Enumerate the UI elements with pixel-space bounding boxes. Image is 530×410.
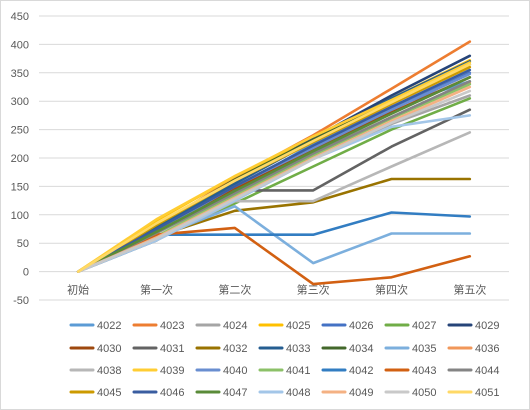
legend-label: 4034: [349, 343, 373, 355]
x-tick-label: 第四次: [375, 283, 408, 297]
x-axis: 初始 第一次 第二次 第三次 第四次 第五次: [67, 283, 486, 297]
legend-label: 4046: [160, 387, 184, 399]
y-tick-label: 50: [17, 238, 29, 250]
series-line-4047: [76, 76, 472, 273]
y-tick-label: -50: [13, 295, 29, 307]
legend-label: 4040: [223, 365, 247, 377]
legend-label: 4047: [223, 387, 247, 399]
x-tick-label: 初始: [67, 283, 89, 297]
legend-label: 4049: [349, 387, 373, 399]
legend-label: 4026: [349, 320, 373, 332]
legend-label: 4023: [160, 320, 184, 332]
series-line-4039: [76, 61, 472, 273]
y-tick-label: 300: [11, 96, 29, 108]
legend-label: 4035: [412, 343, 436, 355]
legend-label: 4027: [412, 320, 436, 332]
y-tick-label: 350: [11, 68, 29, 80]
y-tick-label: 200: [11, 153, 29, 165]
series-line-4051: [76, 62, 472, 273]
y-tick-label: 450: [11, 11, 29, 23]
series-line-4046: [76, 68, 472, 273]
legend-label: 4050: [412, 387, 436, 399]
legend-label: 4022: [97, 320, 121, 332]
legend-label: 4031: [160, 343, 184, 355]
legend-label: 4025: [286, 320, 310, 332]
y-tick-label: 250: [11, 125, 29, 137]
y-tick-label: 0: [23, 267, 29, 279]
legend-label: 4032: [223, 343, 247, 355]
x-tick-label: 第一次: [140, 283, 173, 297]
legend-label: 4038: [97, 365, 121, 377]
legend-label: 4039: [160, 365, 184, 377]
y-tick-label: 100: [11, 210, 29, 222]
series-line-4032: [76, 177, 472, 273]
legend-label: 4043: [412, 365, 436, 377]
legend-label: 4036: [475, 343, 499, 355]
legend-label: 4045: [97, 387, 121, 399]
y-tick-label: 150: [11, 181, 29, 193]
legend-label: 4033: [286, 343, 310, 355]
legend-label: 4048: [286, 387, 310, 399]
series-lines: [76, 40, 472, 286]
legend-label: 4044: [475, 365, 499, 377]
legend-label: 4042: [349, 365, 373, 377]
legend-label: 4030: [97, 343, 121, 355]
x-tick-label: 第三次: [297, 283, 330, 297]
legend-label: 4051: [475, 387, 499, 399]
y-axis: -50 0 50 100 150 200 250 300 350 400 450: [11, 11, 29, 307]
series-line-4038: [76, 131, 472, 273]
y-tick-label: 400: [11, 39, 29, 51]
x-tick-label: 第二次: [218, 283, 251, 297]
legend-label: 4024: [223, 320, 247, 332]
legend-label: 4041: [286, 365, 310, 377]
x-tick-label: 第五次: [453, 283, 486, 297]
series-line-4050: [76, 89, 472, 273]
legend-label: 4029: [475, 320, 499, 332]
legend: 4022 4023 4024 4025 4026 4027 4029 4030 4031 4032…: [69, 320, 499, 399]
